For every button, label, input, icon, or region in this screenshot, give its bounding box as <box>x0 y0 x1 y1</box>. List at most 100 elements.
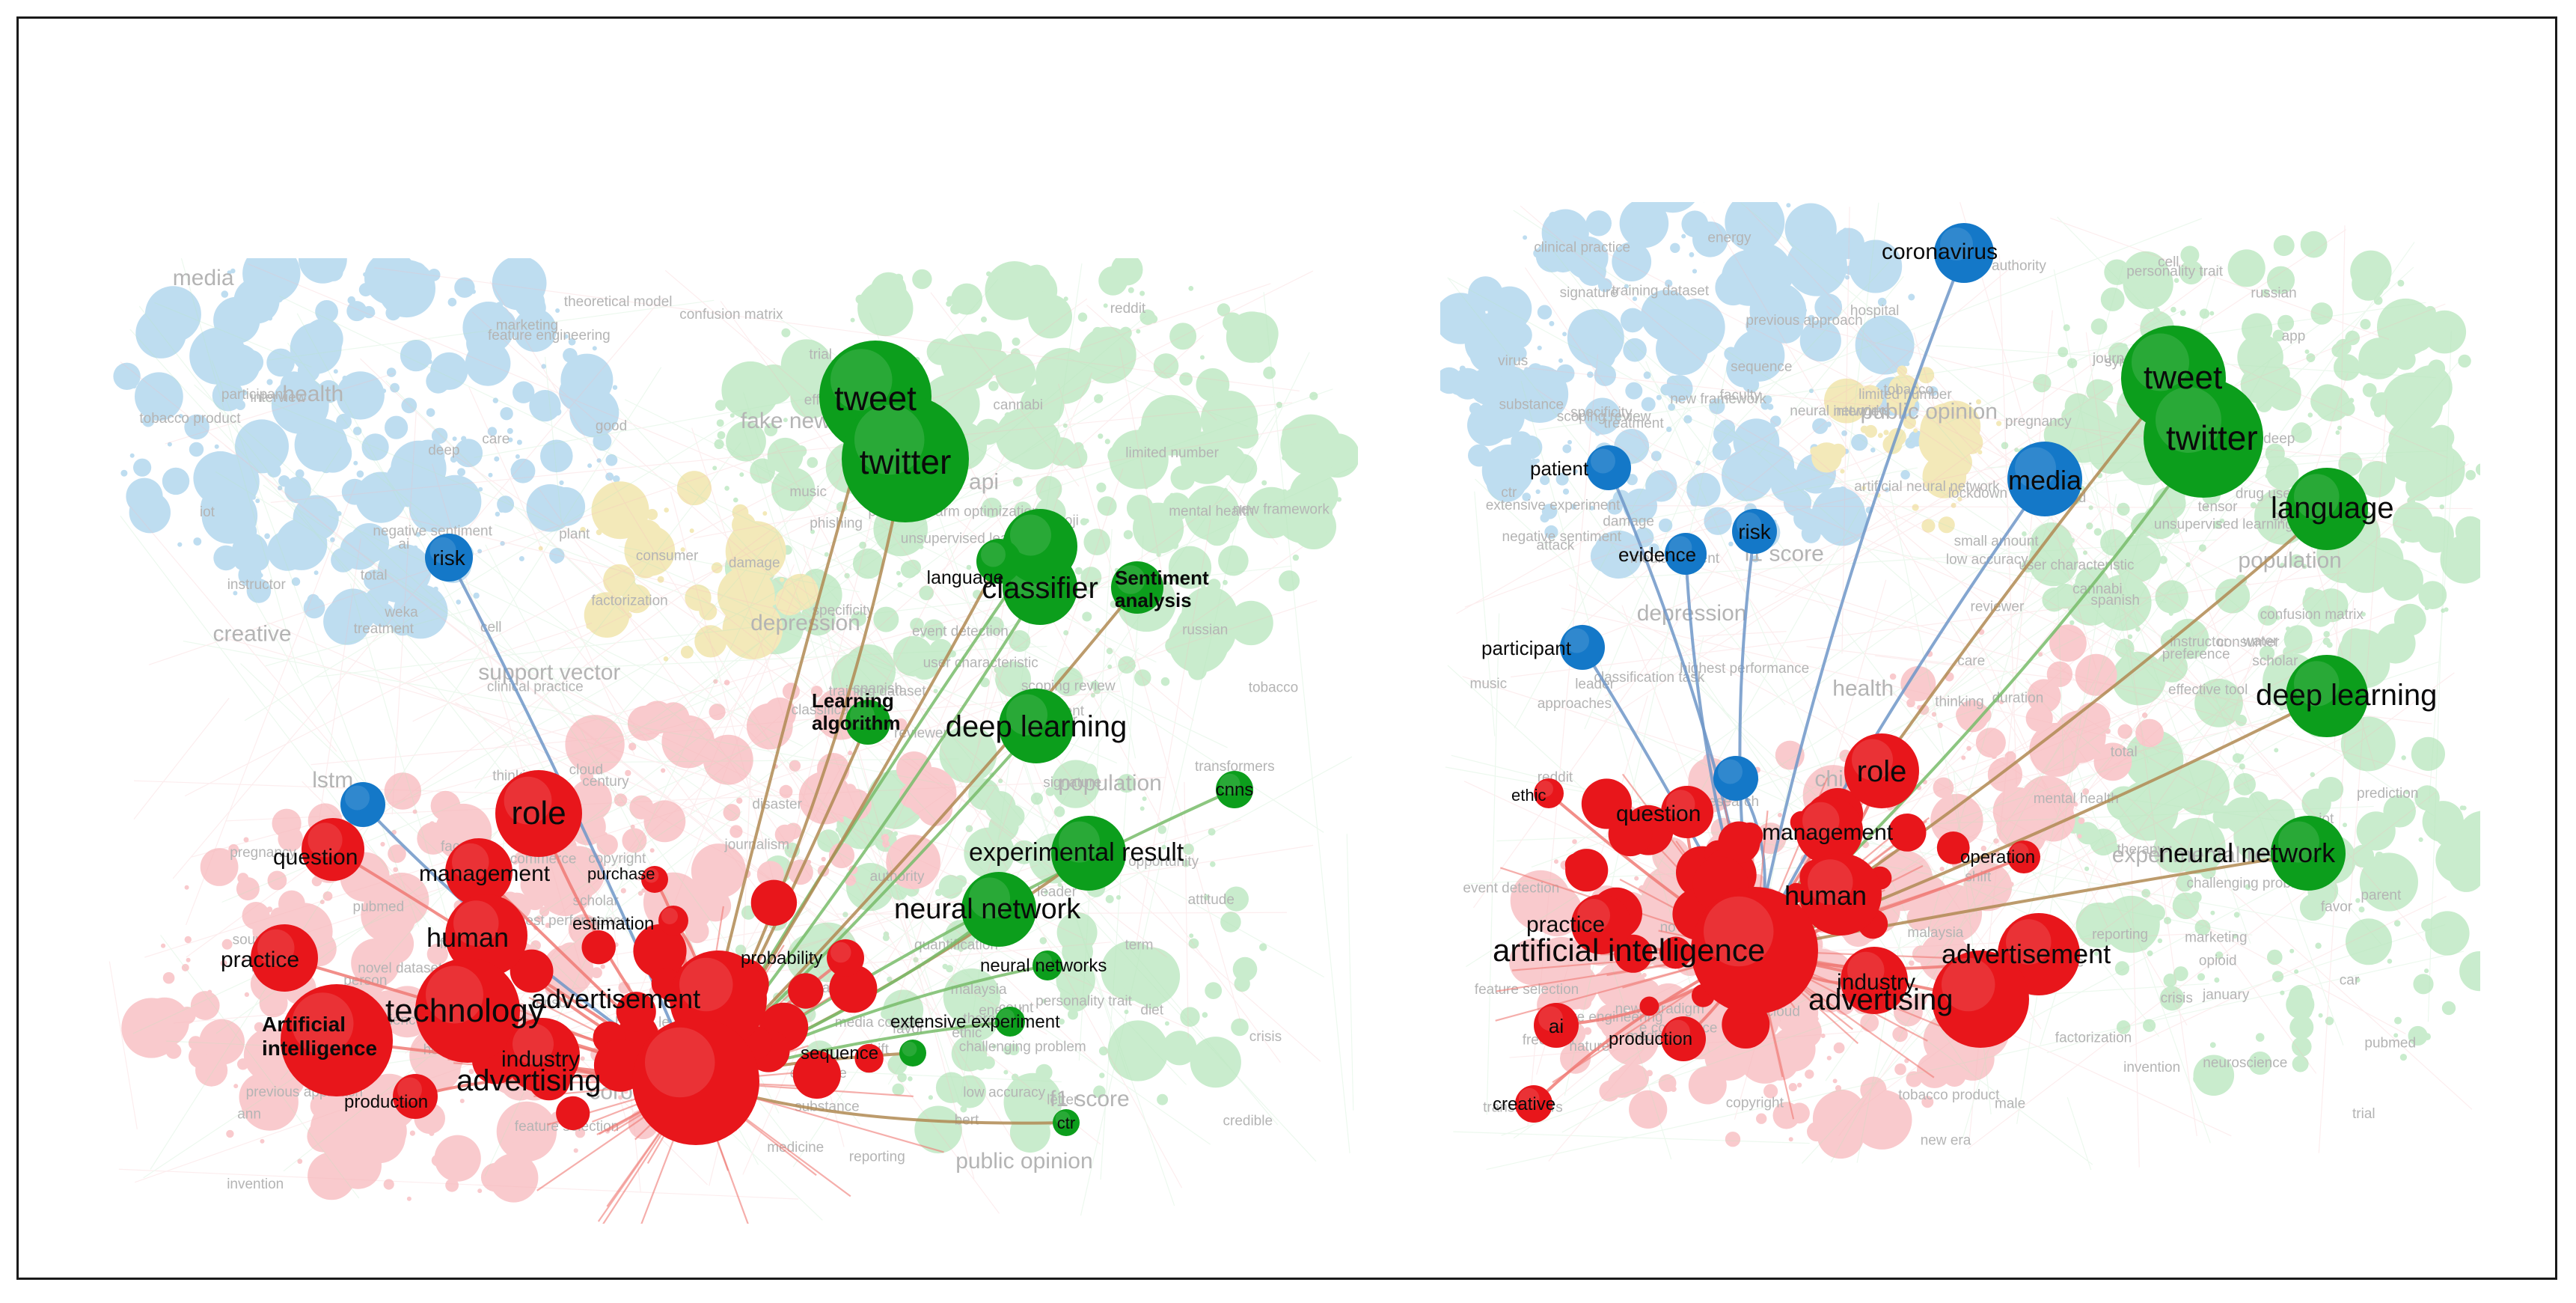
background-label: negative sentiment <box>373 524 492 540</box>
background-label: feature selection <box>1475 982 1579 998</box>
background-node <box>259 1123 266 1129</box>
background-node <box>2256 396 2272 412</box>
background-node <box>981 316 987 323</box>
background-node <box>1053 806 1065 817</box>
background-node <box>844 784 857 796</box>
background-node <box>1110 258 1143 286</box>
background-node <box>2400 539 2405 544</box>
background-label: limited number <box>1125 445 1219 461</box>
background-node <box>356 470 364 478</box>
background-node <box>2030 522 2073 565</box>
background-node <box>1763 1084 1778 1099</box>
background-edge <box>172 297 663 879</box>
node-estimation <box>658 906 688 936</box>
background-edge <box>405 335 1205 1054</box>
background-node <box>2107 418 2113 424</box>
background-node <box>1041 998 1047 1004</box>
background-node <box>725 521 786 582</box>
background-node <box>426 943 448 965</box>
background-node <box>2340 401 2355 416</box>
background-label: small amount <box>1954 534 2040 549</box>
background-edge <box>135 864 1038 1183</box>
background-node <box>1658 518 1673 533</box>
background-node <box>807 457 819 469</box>
background-node <box>2141 888 2151 898</box>
background-node <box>555 308 560 313</box>
background-node <box>2194 678 2243 727</box>
background-label: ctr <box>1501 485 1517 501</box>
background-node <box>2275 275 2283 283</box>
background-edge <box>373 472 783 802</box>
background-node <box>1189 933 1194 939</box>
background-node <box>1128 287 1134 293</box>
node-highlight <box>1718 759 1743 784</box>
background-node <box>852 548 884 579</box>
satellite-node <box>792 1050 841 1099</box>
background-node <box>1223 886 1249 912</box>
background-node <box>2255 1033 2265 1042</box>
background-node <box>1188 938 1199 949</box>
background-edge <box>455 702 1047 1035</box>
background-node <box>377 544 432 598</box>
background-node <box>1585 210 1612 237</box>
background-node <box>2086 522 2093 530</box>
background-label: highest performance <box>1680 661 1809 677</box>
background-label: invention <box>2123 1060 2180 1075</box>
background-node <box>1008 416 1062 470</box>
background-node <box>1040 354 1066 380</box>
background-node <box>723 629 730 635</box>
background-label: interview <box>1833 403 1889 419</box>
background-node <box>1063 630 1069 635</box>
background-node <box>2401 755 2406 760</box>
background-edge <box>268 299 715 361</box>
background-label: previous approach <box>1746 313 1862 329</box>
background-edge <box>714 438 1324 833</box>
background-node <box>1771 460 1776 465</box>
background-node <box>1207 579 1221 592</box>
background-label: new framework <box>1233 502 1330 518</box>
background-node <box>613 475 620 483</box>
background-node <box>2197 973 2206 981</box>
background-edge <box>279 296 1228 748</box>
background-node <box>764 423 778 436</box>
node-highlight <box>292 992 354 1055</box>
background-node <box>218 344 260 386</box>
background-node <box>1902 350 1909 356</box>
node-production <box>393 1074 438 1119</box>
background-node <box>1996 421 2002 427</box>
background-node <box>1957 496 1962 501</box>
background-label: cannabi <box>993 397 1043 413</box>
background-edge <box>1453 1131 1810 1144</box>
background-node <box>860 887 884 911</box>
node-highlight <box>1704 896 1774 967</box>
background-edge <box>247 263 798 493</box>
background-edge <box>960 263 1083 1097</box>
background-node <box>2240 366 2278 403</box>
background-node <box>1789 1102 1810 1124</box>
background-node <box>489 359 500 370</box>
background-edge <box>1228 485 1279 545</box>
background-node <box>1080 567 1102 588</box>
background-node <box>353 427 362 436</box>
background-label: training dataset <box>1612 284 1710 299</box>
node-highlight <box>504 776 552 825</box>
background-label: century <box>582 774 629 790</box>
background-node <box>1681 234 1686 239</box>
background-node <box>1906 698 1915 708</box>
background-node <box>2418 581 2447 609</box>
label-risk: risk <box>1738 520 1772 543</box>
background-node <box>2174 760 2230 816</box>
background-node <box>2072 802 2078 807</box>
background-node <box>2009 882 2014 887</box>
background-edge <box>691 427 786 724</box>
node-media <box>2007 442 2082 516</box>
background-node <box>315 300 338 323</box>
background-node <box>1133 460 1144 471</box>
background-label: reporting <box>2092 927 2148 943</box>
background-node <box>233 591 238 596</box>
background-label: total <box>2111 744 2138 760</box>
background-node <box>2361 611 2366 617</box>
background-node <box>227 270 232 275</box>
background-label: malaysia <box>951 982 1007 998</box>
